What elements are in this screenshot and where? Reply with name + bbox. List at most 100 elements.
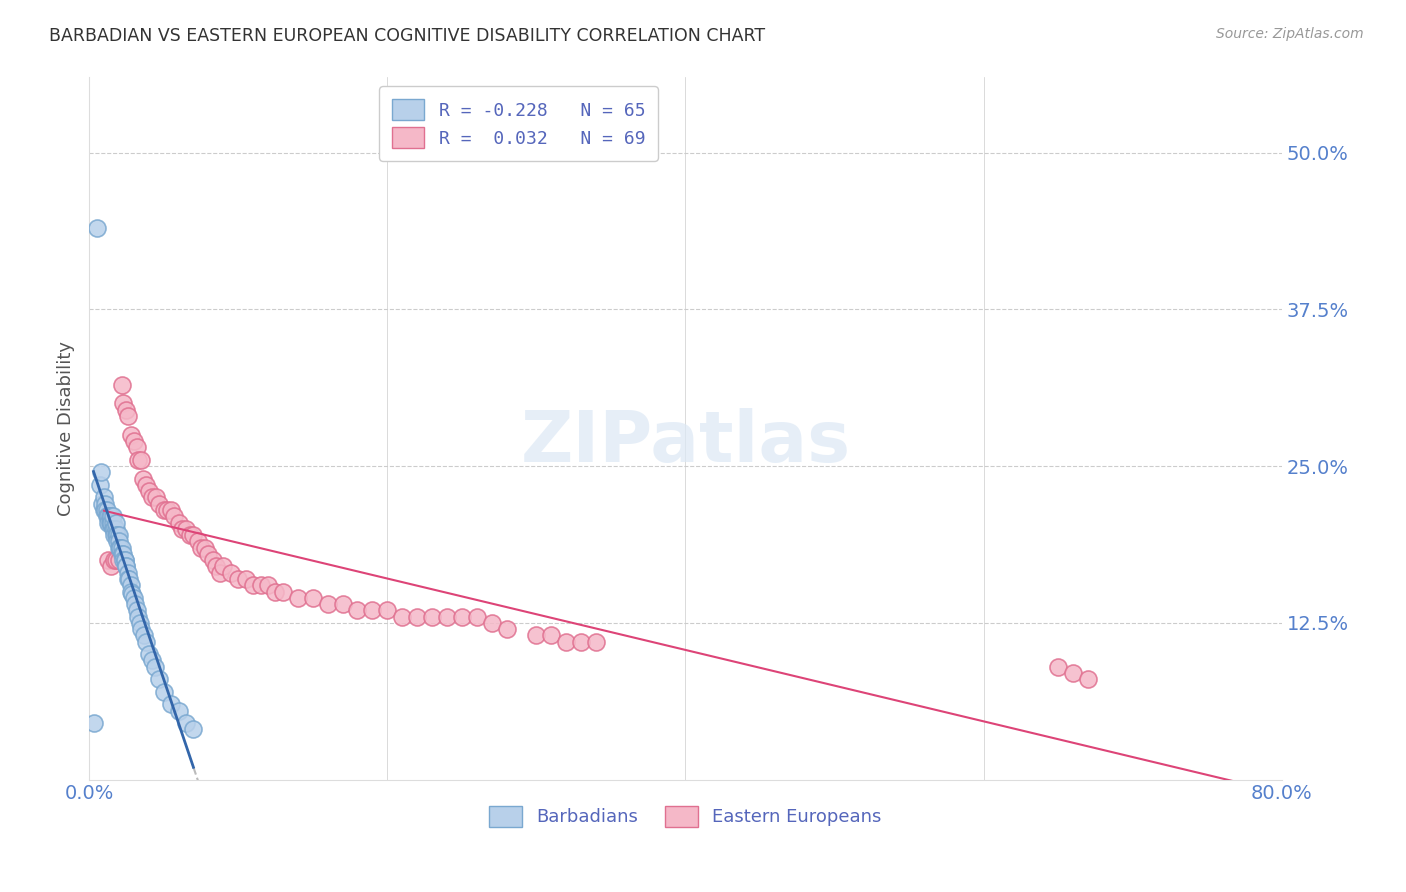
Point xyxy=(183,528,205,542)
Point xyxy=(257,578,280,592)
Point xyxy=(115,559,138,574)
Point xyxy=(235,572,257,586)
Point xyxy=(97,516,120,530)
Point xyxy=(170,522,193,536)
Point xyxy=(128,615,150,630)
Point xyxy=(212,559,235,574)
Point xyxy=(481,615,503,630)
Point xyxy=(141,491,163,505)
Point xyxy=(148,497,170,511)
Point xyxy=(103,553,125,567)
Point xyxy=(555,634,578,648)
Text: ZIPatlas: ZIPatlas xyxy=(520,408,851,477)
Point xyxy=(141,653,163,667)
Point xyxy=(100,509,122,524)
Point xyxy=(111,541,134,555)
Point xyxy=(127,453,149,467)
Point xyxy=(100,516,122,530)
Point xyxy=(105,528,128,542)
Point xyxy=(112,553,135,567)
Point xyxy=(163,509,186,524)
Point xyxy=(160,503,183,517)
Point xyxy=(127,609,149,624)
Point xyxy=(89,478,111,492)
Point xyxy=(420,609,443,624)
Point xyxy=(194,541,217,555)
Point xyxy=(361,603,384,617)
Point xyxy=(103,522,125,536)
Point xyxy=(167,704,190,718)
Point xyxy=(101,509,124,524)
Point xyxy=(104,528,127,542)
Point xyxy=(122,434,145,448)
Point xyxy=(86,220,108,235)
Y-axis label: Cognitive Disability: Cognitive Disability xyxy=(58,341,75,516)
Point xyxy=(114,553,136,567)
Point xyxy=(100,559,122,574)
Point xyxy=(135,478,157,492)
Point xyxy=(585,634,607,648)
Point xyxy=(132,472,155,486)
Point xyxy=(110,541,132,555)
Point xyxy=(271,584,294,599)
Point xyxy=(104,553,127,567)
Point xyxy=(90,466,112,480)
Point xyxy=(96,509,118,524)
Point xyxy=(406,609,429,624)
Point xyxy=(226,572,249,586)
Point xyxy=(179,528,201,542)
Point xyxy=(138,647,160,661)
Point xyxy=(114,553,136,567)
Point xyxy=(103,528,125,542)
Point xyxy=(569,634,592,648)
Point xyxy=(174,522,197,536)
Point xyxy=(97,553,120,567)
Point xyxy=(495,622,517,636)
Point xyxy=(100,516,122,530)
Point xyxy=(110,541,132,555)
Point xyxy=(124,597,146,611)
Point xyxy=(125,603,148,617)
Point xyxy=(115,559,138,574)
Point xyxy=(117,409,139,423)
Point xyxy=(97,509,120,524)
Point xyxy=(219,566,242,580)
Point xyxy=(1062,666,1084,681)
Point xyxy=(204,559,226,574)
Point xyxy=(101,516,124,530)
Point xyxy=(209,566,232,580)
Point xyxy=(108,553,131,567)
Point xyxy=(120,427,142,442)
Point xyxy=(316,597,339,611)
Point xyxy=(125,440,148,454)
Point xyxy=(138,484,160,499)
Point xyxy=(93,503,115,517)
Point xyxy=(145,491,167,505)
Point xyxy=(118,572,141,586)
Point xyxy=(122,591,145,605)
Point xyxy=(134,628,156,642)
Point xyxy=(120,584,142,599)
Point xyxy=(120,578,142,592)
Point xyxy=(94,503,117,517)
Point xyxy=(104,522,127,536)
Point xyxy=(160,698,183,712)
Point xyxy=(111,547,134,561)
Point xyxy=(83,716,105,731)
Point xyxy=(174,716,197,731)
Point xyxy=(152,685,174,699)
Point xyxy=(108,534,131,549)
Point xyxy=(167,516,190,530)
Point xyxy=(201,553,224,567)
Point xyxy=(465,609,488,624)
Point xyxy=(264,584,287,599)
Point xyxy=(112,547,135,561)
Point xyxy=(101,522,124,536)
Point xyxy=(115,402,138,417)
Point xyxy=(391,609,413,624)
Point xyxy=(129,453,152,467)
Point xyxy=(108,541,131,555)
Point xyxy=(96,503,118,517)
Point xyxy=(450,609,472,624)
Text: BARBADIAN VS EASTERN EUROPEAN COGNITIVE DISABILITY CORRELATION CHART: BARBADIAN VS EASTERN EUROPEAN COGNITIVE … xyxy=(49,27,765,45)
